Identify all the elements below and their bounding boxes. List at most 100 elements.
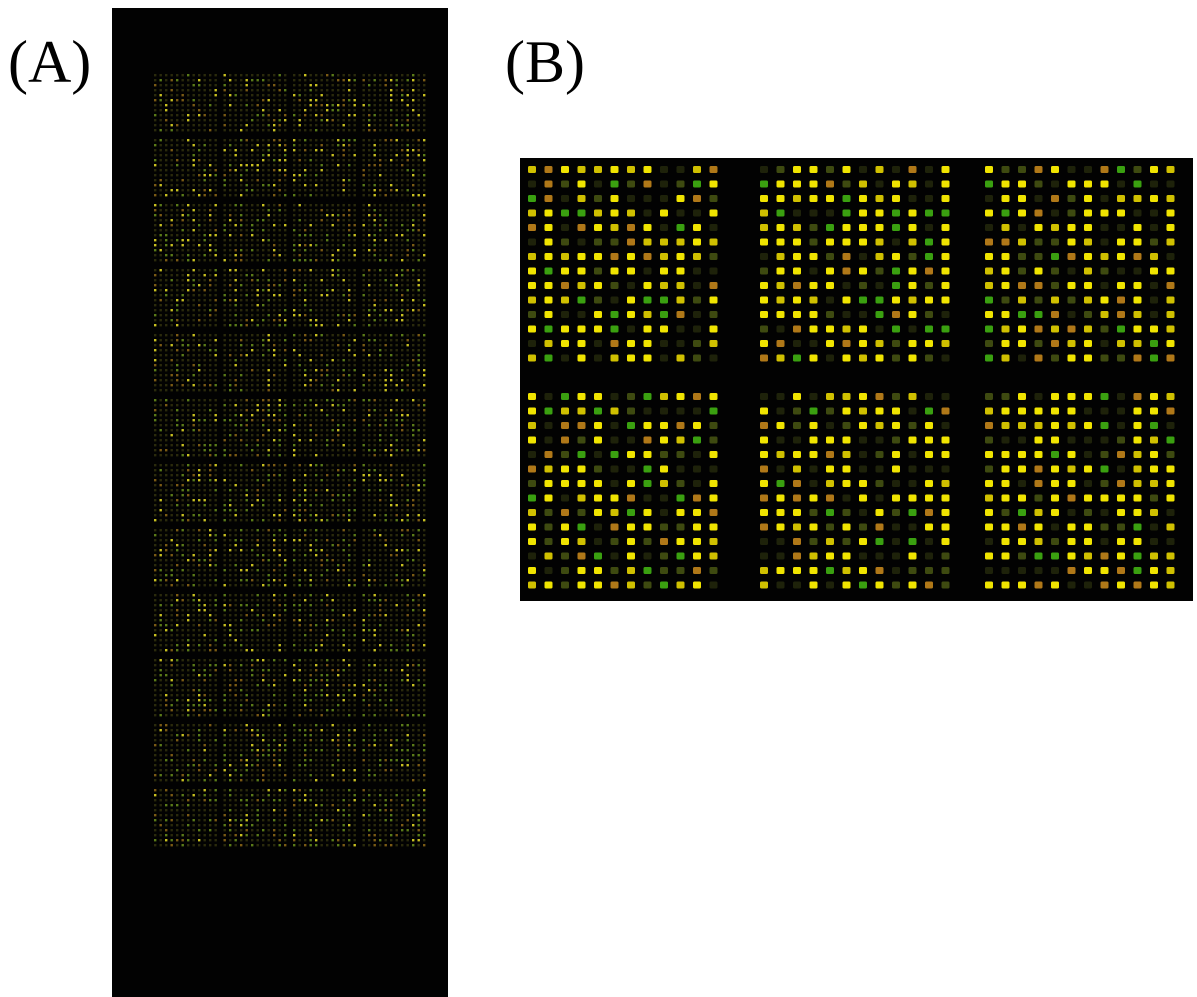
spot [385,389,387,391]
spot [368,299,370,301]
spot [262,509,264,511]
spot [154,204,156,206]
spot [251,169,253,171]
spot [326,534,328,536]
spot [418,194,420,196]
spot [154,494,156,496]
spot [321,489,323,491]
spot [379,229,381,231]
spot [368,529,370,531]
spot [326,229,328,231]
spot [354,349,356,351]
spot [193,574,195,576]
spot [229,159,231,161]
spot [176,419,178,421]
spot [273,454,275,456]
spot [326,209,328,211]
spot [182,479,184,481]
spot [187,624,189,626]
spot [396,189,398,191]
spot [246,359,248,361]
spot [209,644,211,646]
spot [273,549,275,551]
spot [182,229,184,231]
spot [182,344,184,346]
spot [385,539,387,541]
spot [182,219,184,221]
spot [418,174,420,176]
spot [204,224,206,226]
spot [187,324,189,326]
spot [273,384,275,386]
spot [310,269,312,271]
spot [215,609,217,611]
spot [224,369,226,371]
spot [374,379,376,381]
spot [198,189,200,191]
spot [374,194,376,196]
spot [224,519,226,521]
spot [246,639,248,641]
spot [240,279,242,281]
spot [224,209,226,211]
spot [240,499,242,501]
spot [251,99,253,101]
spot [354,569,356,571]
spot [418,309,420,311]
spot [279,174,281,176]
spot [368,194,370,196]
spot [193,414,195,416]
spot [348,129,350,131]
spot [246,319,248,321]
spot [368,344,370,346]
spot [209,269,211,271]
spot [209,149,211,151]
spot [193,174,195,176]
spot [385,374,387,376]
spot [321,124,323,126]
spot [235,454,237,456]
spot [396,299,398,301]
spot [251,584,253,586]
spot [165,609,167,611]
spot [273,389,275,391]
spot [326,184,328,186]
spot [224,349,226,351]
spot [304,259,306,261]
spot [215,624,217,626]
spot [251,309,253,311]
spot [315,209,317,211]
spot [224,449,226,451]
spot [257,409,259,411]
spot [374,164,376,166]
spot [262,619,264,621]
spot [390,104,392,106]
spot [315,409,317,411]
spot [171,609,173,611]
spot [407,289,409,291]
spot [423,109,425,111]
spot [337,574,339,576]
spot [187,354,189,356]
spot [368,469,370,471]
spot [423,244,425,246]
spot [390,274,392,276]
spot [171,474,173,476]
spot [154,639,156,641]
spot [354,429,356,431]
spot [337,369,339,371]
spot [257,444,259,446]
spot [337,224,339,226]
spot [182,594,184,596]
spot [418,214,420,216]
spot [171,239,173,241]
spot [284,89,286,91]
spot [348,569,350,571]
spot [257,544,259,546]
spot [332,89,334,91]
spot [187,419,189,421]
spot [251,84,253,86]
spot [171,174,173,176]
spot [165,579,167,581]
spot [407,519,409,521]
